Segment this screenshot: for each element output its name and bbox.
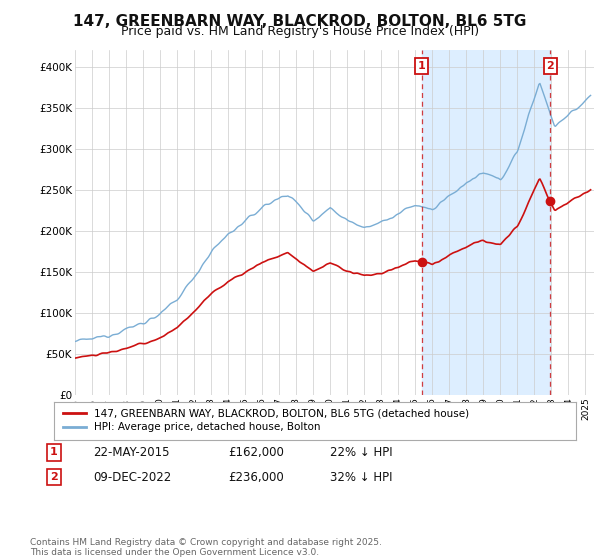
Legend: 147, GREENBARN WAY, BLACKROD, BOLTON, BL6 5TG (detached house), HPI: Average pri: 147, GREENBARN WAY, BLACKROD, BOLTON, BL…: [59, 404, 473, 437]
Text: 147, GREENBARN WAY, BLACKROD, BOLTON, BL6 5TG: 147, GREENBARN WAY, BLACKROD, BOLTON, BL…: [73, 14, 527, 29]
Text: 22% ↓ HPI: 22% ↓ HPI: [330, 446, 392, 459]
Text: 1: 1: [418, 61, 425, 71]
Text: 09-DEC-2022: 09-DEC-2022: [93, 470, 171, 484]
Text: £236,000: £236,000: [228, 470, 284, 484]
Bar: [422, 50, 550, 395]
Text: 2: 2: [547, 61, 554, 71]
Text: 2: 2: [50, 472, 58, 482]
Text: 32% ↓ HPI: 32% ↓ HPI: [330, 470, 392, 484]
Text: 1: 1: [50, 447, 58, 458]
Text: £162,000: £162,000: [228, 446, 284, 459]
Text: 22-MAY-2015: 22-MAY-2015: [93, 446, 170, 459]
Text: Price paid vs. HM Land Registry's House Price Index (HPI): Price paid vs. HM Land Registry's House …: [121, 25, 479, 38]
Text: Contains HM Land Registry data © Crown copyright and database right 2025.
This d: Contains HM Land Registry data © Crown c…: [30, 538, 382, 557]
